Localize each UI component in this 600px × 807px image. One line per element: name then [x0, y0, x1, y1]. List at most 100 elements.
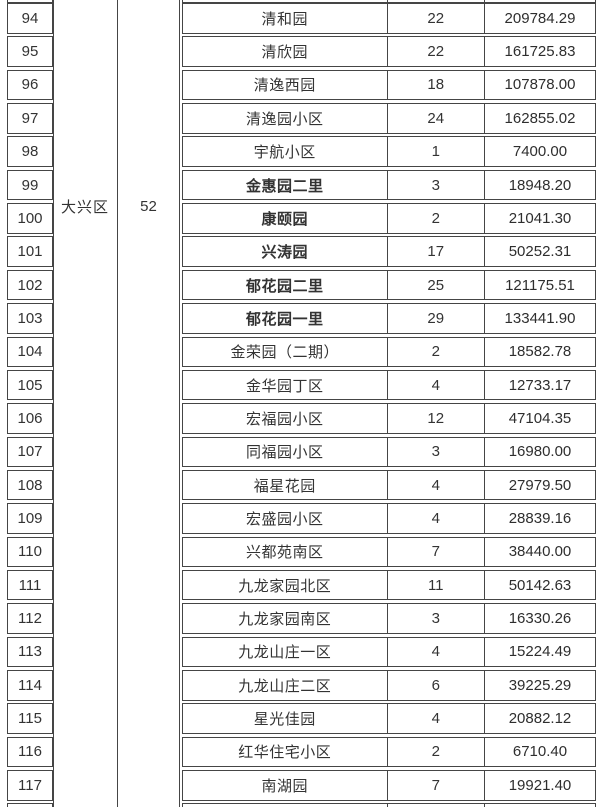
row-number-cell: 101 — [7, 236, 53, 267]
column-divider — [116, 0, 118, 807]
community-name-cell: 红华住宅小区 — [183, 737, 388, 767]
community-name-cell — [183, 804, 388, 807]
community-name-cell: 宏福园小区 — [183, 404, 388, 433]
community-name-cell: 康颐园 — [183, 204, 388, 233]
row-number-cell: 112 — [7, 603, 53, 634]
community-name-cell: 兴都苑南区 — [183, 537, 388, 567]
community-name-cell: 九龙家园北区 — [183, 570, 388, 600]
row-number-text: 116 — [18, 743, 42, 761]
community-name-cell: 南湖园 — [183, 771, 388, 800]
amount-cell: 7400.00 — [512, 143, 568, 161]
row-number-cell: 111 — [7, 569, 53, 601]
district-count-cell: 52 — [140, 197, 157, 215]
row-number-cell: 98 — [7, 136, 53, 167]
table-row: 同福园小区 3 16980.00 — [182, 436, 596, 468]
row-number-cell: 107 — [7, 436, 53, 468]
table-row: 金惠园二里 3 18948.20 — [182, 169, 596, 201]
table-row: 兴涛园 17 50252.31 — [182, 236, 596, 267]
row-number-cell: 97 — [7, 103, 53, 134]
row-number-cell: 113 — [7, 636, 53, 668]
row-number-text: 99 — [21, 176, 39, 194]
table-row: 郁花园二里 25 121175.51 — [182, 269, 596, 301]
community-name-cell: 星光佳园 — [183, 704, 388, 733]
row-number-text: 95 — [21, 43, 39, 61]
community-name-cell — [183, 0, 388, 2]
repair-count-cell: 3 — [388, 604, 485, 633]
row-number-text: 100 — [17, 209, 43, 227]
repair-count-cell: 18 — [388, 70, 485, 100]
row-number-text: 115 — [18, 710, 42, 728]
repair-count-cell: 2 — [388, 737, 485, 767]
amount-cell: 162855.02 — [504, 109, 576, 127]
row-number-text: 103 — [17, 309, 43, 327]
community-name-cell: 清逸西园 — [183, 70, 388, 100]
amount-cell: 18948.20 — [508, 176, 572, 194]
amount-cell: 28839.16 — [508, 510, 572, 527]
repair-count-cell: 12 — [388, 404, 485, 433]
row-number-text: 97 — [21, 109, 39, 127]
amount-cell: 16980.00 — [508, 443, 572, 461]
table-row: 兴都苑南区 7 38440.00 — [182, 536, 596, 568]
table-row: 清逸西园 18 107878.00 — [182, 69, 596, 101]
table-row: 红华住宅小区 2 6710.40 — [182, 736, 596, 768]
table-row: 清欣园 22 161725.83 — [182, 36, 596, 67]
repair-count-cell: 4 — [388, 470, 485, 500]
community-name-cell: 清和园 — [183, 4, 388, 33]
amount-cell: 50142.63 — [508, 576, 572, 594]
amount-cell: 12733.17 — [508, 376, 572, 394]
repair-count-cell: 22 — [388, 37, 485, 66]
row-number-text: 98 — [21, 143, 39, 161]
amount-cell — [485, 0, 595, 2]
community-name-cell: 金惠园二里 — [183, 170, 388, 200]
community-name-cell: 九龙山庄二区 — [183, 671, 388, 700]
row-number-cell: 102 — [7, 269, 53, 301]
table-row: 金华园丁区 4 12733.17 — [182, 369, 596, 401]
repair-count-cell: 4 — [388, 637, 485, 667]
repair-count-cell: 2 — [388, 204, 485, 233]
row-number-cell: 109 — [7, 503, 53, 534]
row-number-text: 101 — [17, 243, 43, 261]
repair-count-cell: 11 — [388, 570, 485, 600]
repair-count-cell: 25 — [388, 270, 485, 300]
row-number-text: 105 — [17, 376, 43, 394]
amount-cell: 47104.35 — [508, 409, 572, 427]
amount-cell: 107878.00 — [504, 76, 576, 94]
table-row: 宏福园小区 12 47104.35 — [182, 403, 596, 434]
table-row: 九龙家园南区 3 16330.26 — [182, 603, 596, 634]
row-number-cell: 94 — [7, 3, 53, 34]
row-number-cell: 108 — [7, 469, 53, 501]
row-number-text: 111 — [18, 576, 42, 594]
amount-cell: 15224.49 — [508, 643, 572, 661]
amount-cell: 19921.40 — [508, 776, 572, 794]
row-number-cell — [7, 803, 53, 807]
community-name-cell: 宏盛园小区 — [183, 504, 388, 533]
repair-count-cell: 24 — [388, 104, 485, 133]
repair-count-cell: 7 — [388, 771, 485, 800]
repair-count-cell — [388, 0, 485, 2]
community-name-cell: 郁花园一里 — [183, 304, 388, 333]
row-number-text: 106 — [17, 409, 43, 427]
amount-cell: 121175.51 — [505, 276, 575, 294]
repair-count-cell: 3 — [388, 437, 485, 467]
row-number-cell: 103 — [7, 303, 53, 334]
repair-count-cell: 2 — [388, 337, 485, 366]
repair-count-cell: 3 — [388, 170, 485, 200]
row-number-text: 117 — [18, 776, 42, 794]
amount-cell: 38440.00 — [508, 543, 572, 561]
row-number-cell: 105 — [7, 369, 53, 401]
community-name-cell: 同福园小区 — [183, 437, 388, 467]
row-number-text: 113 — [18, 643, 42, 661]
amount-cell: 209784.29 — [504, 9, 576, 27]
amount-cell: 20882.12 — [508, 710, 572, 728]
table-row — [182, 803, 596, 807]
row-number-cell: 110 — [7, 536, 53, 568]
repair-count-cell: 17 — [388, 237, 485, 266]
repair-count-cell: 6 — [388, 671, 485, 700]
community-name-cell: 金华园丁区 — [183, 370, 388, 400]
table-row: 九龙山庄二区 6 39225.29 — [182, 670, 596, 701]
table-row: 九龙山庄一区 4 15224.49 — [182, 636, 596, 668]
repair-count-cell — [388, 804, 485, 807]
repair-count-cell: 22 — [388, 4, 485, 33]
table-row: 金荣园（二期） 2 18582.78 — [182, 336, 596, 367]
